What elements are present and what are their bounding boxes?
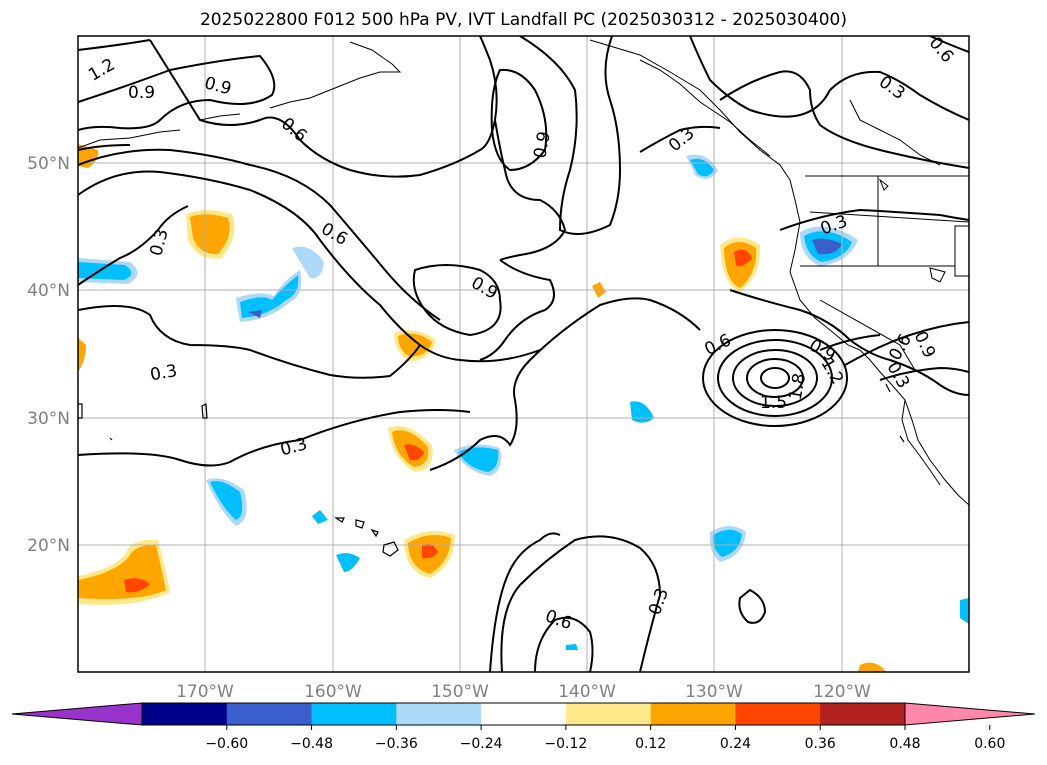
lat-tick-label: 50°N	[27, 154, 70, 174]
colorbar-tick-label: −0.36	[375, 736, 418, 752]
colorbar-tick-label: 0.60	[974, 736, 1005, 752]
colorbar-tick-label: 0.48	[889, 736, 920, 752]
lon-tick-label: 160°W	[304, 682, 362, 700]
lat-tick-label: 20°N	[27, 536, 70, 556]
colorbar-tick-label: −0.60	[205, 736, 248, 752]
negative-patch	[210, 481, 243, 520]
colorbar-tick-label: 0.24	[720, 736, 751, 752]
colorbar-swatch	[226, 703, 313, 725]
lon-tick-labels: 170°W 160°W 150°W 140°W 130°W 120°W	[176, 682, 871, 700]
positive-patch	[422, 544, 438, 559]
ivt-shading	[78, 144, 969, 672]
colorbar-swatch	[735, 703, 821, 725]
colorbar-swatches	[11, 702, 1036, 726]
contour-label: 0.3	[149, 361, 179, 385]
negative-patch	[566, 644, 578, 650]
negative-patch	[960, 598, 969, 624]
map-plot-area: 1.2 0.9 0.9 0.6 0.9 0.3 0.6 0.3 0.9 0.3 …	[78, 33, 969, 672]
lon-tick-label: 150°W	[431, 682, 489, 700]
contour-label: 0.9	[202, 73, 233, 99]
colorbar-tick-label: 0.12	[635, 736, 666, 752]
contour-label: 0.3	[645, 586, 673, 618]
positive-patch	[404, 444, 424, 461]
positive-patch	[124, 578, 150, 593]
contour-label: 0.6	[925, 33, 958, 67]
contour-label: 0.9	[530, 130, 554, 160]
colorbar-swatch	[396, 703, 482, 725]
colorbar-swatch	[650, 703, 736, 725]
coastlines	[78, 39, 969, 506]
map-frame	[77, 35, 970, 673]
lat-tick-label: 40°N	[27, 281, 70, 301]
contour-label: 0.3	[875, 72, 909, 104]
map-figure: 1.2 0.9 0.9 0.6 0.9 0.3 0.6 0.3 0.9 0.3 …	[27, 33, 970, 700]
colorbar-swatch	[481, 703, 567, 725]
positive-patch	[78, 544, 166, 599]
negative-patch	[336, 553, 360, 572]
colorbar-swatch	[820, 703, 906, 725]
colorbar-tick-label: −0.24	[460, 736, 503, 752]
colorbar-extend-low	[11, 702, 143, 726]
colorbar-swatch	[311, 703, 397, 725]
colorbar-tick-label: −0.12	[544, 736, 587, 752]
colorbar-outline	[141, 702, 906, 726]
negative-patch	[312, 510, 328, 524]
positive-patch	[78, 338, 86, 372]
negative-patch	[812, 238, 842, 255]
contour-label: 0.6	[277, 114, 311, 147]
pv-contours	[78, 36, 969, 672]
positive-patch	[734, 249, 752, 267]
contour-label: 0.3	[146, 227, 172, 258]
positive-patch	[858, 662, 886, 672]
negative-patch	[292, 246, 324, 279]
map-title: 2025022800 F012 500 hPa PV, IVT Landfall…	[199, 10, 847, 30]
negative-patch	[630, 401, 654, 423]
contour-label: 0.9	[468, 273, 501, 304]
contour-label: 1.5	[760, 393, 787, 413]
contour-label: 0.9	[128, 83, 155, 103]
negative-patch	[248, 310, 262, 318]
lat-tick-labels: 20°N 30°N 40°N 50°N	[27, 154, 70, 556]
colorbar-swatch	[565, 703, 652, 725]
negative-patch	[240, 275, 299, 318]
positive-patch	[190, 214, 230, 255]
negative-patch	[712, 529, 742, 557]
lon-tick-label: 140°W	[558, 682, 616, 700]
colorbar-tick-label: −0.48	[290, 736, 333, 752]
lon-tick-label: 130°W	[685, 682, 743, 700]
contour-label: 1.8	[786, 372, 810, 402]
islands	[78, 383, 905, 557]
colorbar-tick-label: 0.36	[805, 736, 836, 752]
lat-tick-label: 30°N	[27, 409, 70, 429]
contour-label: 0.3	[278, 434, 309, 460]
colorbar-swatch	[142, 703, 228, 725]
lon-tick-label: 120°W	[813, 682, 871, 700]
colorbar-extend-high	[904, 702, 1036, 726]
contour-label: 1.2	[85, 55, 118, 86]
positive-patch	[398, 333, 432, 357]
colorbar-ticks: −0.60 −0.48 −0.36 −0.24 −0.12 0.12 0.24 0.36 0.4…	[205, 725, 1005, 752]
lon-tick-label: 170°W	[176, 682, 234, 700]
gridlines	[78, 36, 969, 672]
negative-patch	[458, 447, 499, 472]
